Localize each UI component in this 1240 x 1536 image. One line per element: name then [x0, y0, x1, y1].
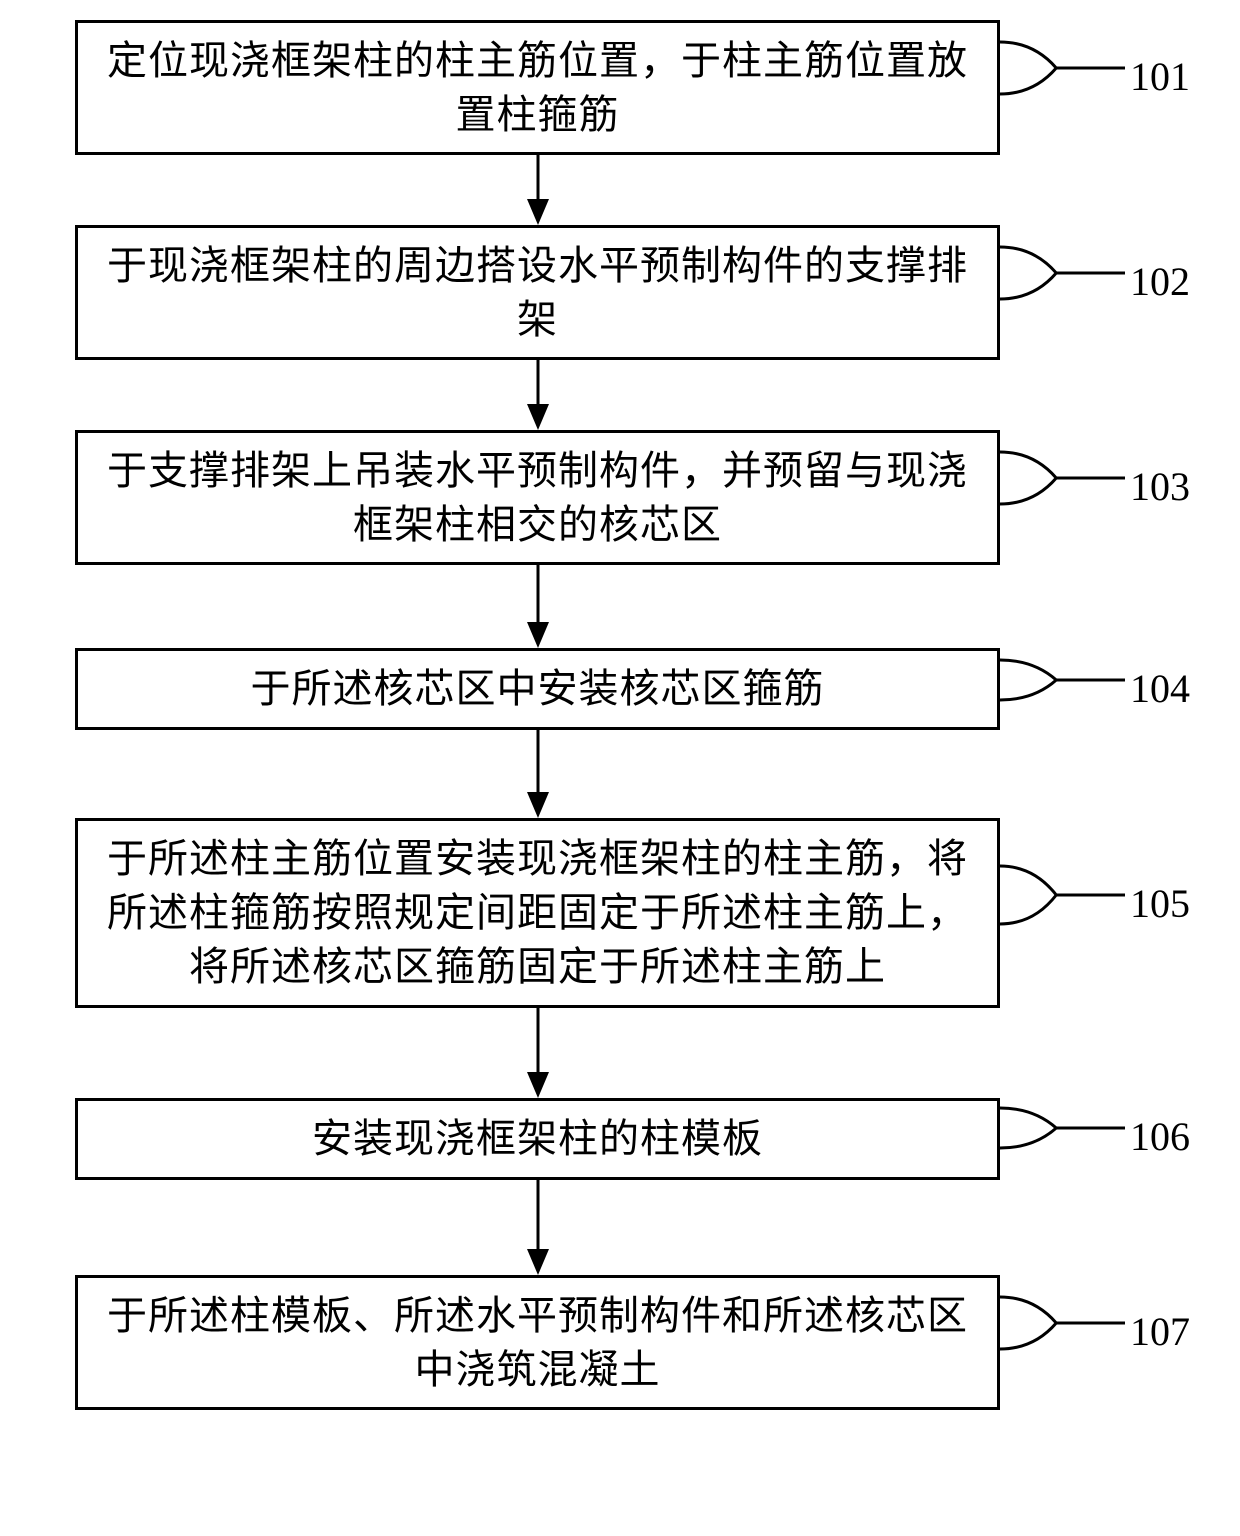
step-box-103: 于支撑排架上吊装水平预制构件，并预留与现浇框架柱相交的核芯区	[75, 430, 1000, 565]
step-text-101: 定位现浇框架柱的柱主筋位置，于柱主筋位置放置柱箍筋	[98, 34, 977, 142]
arrow-106-107	[518, 1180, 558, 1275]
arrow-102-103	[518, 360, 558, 430]
step-box-106: 安装现浇框架柱的柱模板	[75, 1098, 1000, 1180]
flowchart-canvas: 定位现浇框架柱的柱主筋位置，于柱主筋位置放置柱箍筋 101 于现浇框架柱的周边搭设水…	[0, 0, 1240, 1536]
leader-line-106	[1000, 1098, 1125, 1158]
step-text-106: 安装现浇框架柱的柱模板	[312, 1112, 763, 1166]
leader-line-107	[1000, 1287, 1125, 1359]
step-text-103: 于支撑排架上吊装水平预制构件，并预留与现浇框架柱相交的核芯区	[98, 444, 977, 552]
step-box-107: 于所述柱模板、所述水平预制构件和所述核芯区中浇筑混凝土	[75, 1275, 1000, 1410]
step-box-102: 于现浇框架柱的周边搭设水平预制构件的支撑排架	[75, 225, 1000, 360]
step-label-105: 105	[1130, 880, 1190, 927]
leader-line-105	[1000, 856, 1125, 934]
step-label-101: 101	[1130, 53, 1190, 100]
leader-line-101	[1000, 32, 1125, 104]
step-box-101: 定位现浇框架柱的柱主筋位置，于柱主筋位置放置柱箍筋	[75, 20, 1000, 155]
leader-line-104	[1000, 650, 1125, 710]
step-label-102: 102	[1130, 258, 1190, 305]
step-box-105: 于所述柱主筋位置安装现浇框架柱的柱主筋，将所述柱箍筋按照规定间距固定于所述柱主筋…	[75, 818, 1000, 1008]
arrow-105-106	[518, 1008, 558, 1098]
arrow-101-102	[518, 155, 558, 225]
step-text-105: 于所述柱主筋位置安装现浇框架柱的柱主筋，将所述柱箍筋按照规定间距固定于所述柱主筋…	[98, 832, 977, 994]
step-text-107: 于所述柱模板、所述水平预制构件和所述核芯区中浇筑混凝土	[98, 1289, 977, 1397]
step-label-107: 107	[1130, 1308, 1190, 1355]
step-text-104: 于所述核芯区中安装核芯区箍筋	[251, 662, 825, 716]
leader-line-102	[1000, 237, 1125, 309]
step-label-106: 106	[1130, 1113, 1190, 1160]
step-label-103: 103	[1130, 463, 1190, 510]
step-box-104: 于所述核芯区中安装核芯区箍筋	[75, 648, 1000, 730]
arrow-104-105	[518, 730, 558, 818]
leader-line-103	[1000, 442, 1125, 514]
step-label-104: 104	[1130, 665, 1190, 712]
arrow-103-104	[518, 565, 558, 648]
step-text-102: 于现浇框架柱的周边搭设水平预制构件的支撑排架	[98, 239, 977, 347]
